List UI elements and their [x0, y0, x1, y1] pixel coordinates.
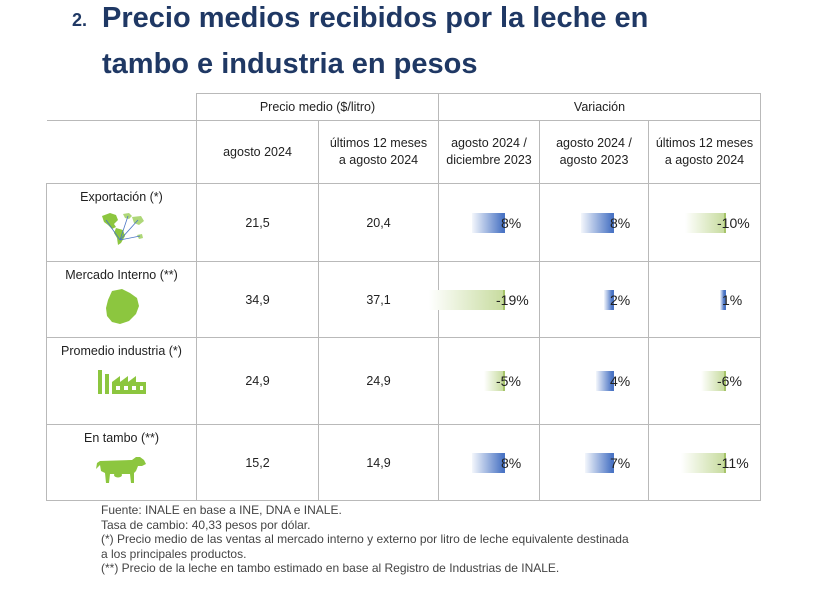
section-number: 2.	[72, 10, 88, 30]
cow-icon	[95, 457, 146, 483]
variation-percent: 8%	[501, 454, 522, 471]
var-cell: 2%	[539, 261, 649, 338]
positive-variation-bar	[580, 212, 614, 233]
negative-variation-bar	[483, 371, 505, 391]
var-cell: 8%	[438, 424, 540, 501]
var-cell: 8%	[438, 183, 540, 262]
positive-variation-bar	[596, 371, 614, 391]
row-label: Exportación (*)	[80, 190, 163, 204]
var-cell: 8%	[539, 183, 649, 262]
var-cell: -19%	[428, 261, 540, 338]
var-cell: -11%	[648, 424, 761, 501]
variation-percent: -11%	[717, 454, 749, 471]
footnote-exchange-rate: Tasa de cambio: 40,33 pesos por dólar.	[101, 517, 311, 532]
positive-variation-bar	[471, 212, 505, 233]
corner-blank	[46, 93, 197, 121]
var-cell: -10%	[648, 183, 761, 262]
header-price-group: Precio medio ($/litro)	[196, 93, 439, 121]
negative-variation-bar	[428, 289, 505, 310]
var-cell: -6%	[648, 337, 761, 425]
variation-percent: -6%	[717, 373, 742, 389]
var-cell: -5%	[438, 337, 540, 425]
price-agosto: 15,2	[196, 424, 319, 501]
factory-icon	[97, 370, 146, 394]
price-agosto: 24,9	[196, 337, 319, 425]
table-row: Mercado Interno (**) 34,9 37,1 -19% 2% 1…	[46, 261, 761, 338]
table-row: En tambo (**) 15,2 14,9 8% 7% -11%	[46, 424, 761, 501]
negative-variation-bar	[700, 371, 726, 391]
negative-variation-bar	[681, 452, 726, 473]
footnotes: Fuente: INALE en base a INE, DNA e INALE…	[101, 503, 629, 576]
row-label: Mercado Interno (**)	[65, 268, 178, 282]
price-12m: 24,9	[318, 337, 439, 425]
table-row: Exportación (*) 21,5 20,4 8% 8% -10%	[46, 183, 761, 262]
positive-variation-bar	[720, 289, 726, 310]
positive-variation-bar	[471, 452, 505, 473]
bar-axis	[723, 371, 726, 391]
price-12m: 37,1	[318, 261, 439, 338]
row-label-cell: Promedio industria (*)	[46, 337, 197, 425]
header-variation-group: Variación	[438, 93, 761, 121]
footnote-1: (*) Precio medio de las ventas al mercad…	[101, 532, 629, 546]
header-col-var-ago: agosto 2024 /agosto 2023	[539, 120, 649, 184]
positive-variation-bar	[604, 289, 614, 310]
header-col-agosto: agosto 2024	[196, 120, 319, 184]
variation-percent: -10%	[717, 214, 750, 231]
variation-percent: 4%	[610, 373, 631, 389]
row-label-cell: En tambo (**)	[46, 424, 197, 501]
header-col-12m: últimos 12 meses a agosto 2024	[318, 120, 439, 184]
var-cell: 1%	[648, 261, 761, 338]
price-agosto: 34,9	[196, 261, 319, 338]
title-line-1: Precio medios recibidos por la leche en	[102, 2, 649, 34]
price-12m: 14,9	[318, 424, 439, 501]
corner-blank-2	[46, 120, 197, 184]
variation-percent: -5%	[496, 373, 521, 389]
row-label: Promedio industria (*)	[61, 344, 182, 358]
title-line-2: tambo e industria en pesos	[102, 48, 478, 80]
variation-percent: 8%	[501, 214, 522, 231]
price-table: Precio medio ($/litro) Variación agosto …	[46, 93, 761, 501]
bar-axis	[503, 289, 505, 310]
negative-variation-bar	[685, 212, 726, 233]
header-col-var-12m: últimos 12 meses a agosto 2024	[648, 120, 761, 184]
variation-percent: 7%	[610, 454, 631, 471]
bar-axis	[503, 371, 505, 391]
world-map-icon	[101, 213, 144, 245]
var-cell: 7%	[539, 424, 649, 501]
price-agosto: 21,5	[196, 183, 319, 262]
row-label-cell: Exportación (*)	[46, 183, 197, 262]
uruguay-map-icon	[105, 289, 139, 324]
variation-percent: 8%	[610, 214, 631, 231]
footnote-1-cont: a los principales productos.	[101, 546, 247, 561]
variation-percent: -19%	[496, 291, 529, 308]
var-cell: 4%	[539, 337, 649, 425]
row-label: En tambo (**)	[83, 431, 160, 445]
variation-percent: 1%	[722, 291, 743, 308]
row-label-cell: Mercado Interno (**)	[46, 261, 197, 338]
bar-axis	[724, 212, 726, 233]
footnote-2: (**) Precio de la leche en tambo estimad…	[101, 561, 560, 575]
positive-variation-bar	[584, 452, 614, 473]
table-row: Promedio industria (*) 24,9 24,9 -5% 4% …	[46, 337, 761, 425]
price-12m: 20,4	[318, 183, 439, 262]
variation-percent: 2%	[610, 291, 631, 308]
bar-axis	[723, 452, 726, 473]
header-col-var-dic: agosto 2024 /diciembre 2023	[438, 120, 540, 184]
footnote-source: Fuente: INALE en base a INE, DNA e INALE…	[101, 503, 342, 517]
